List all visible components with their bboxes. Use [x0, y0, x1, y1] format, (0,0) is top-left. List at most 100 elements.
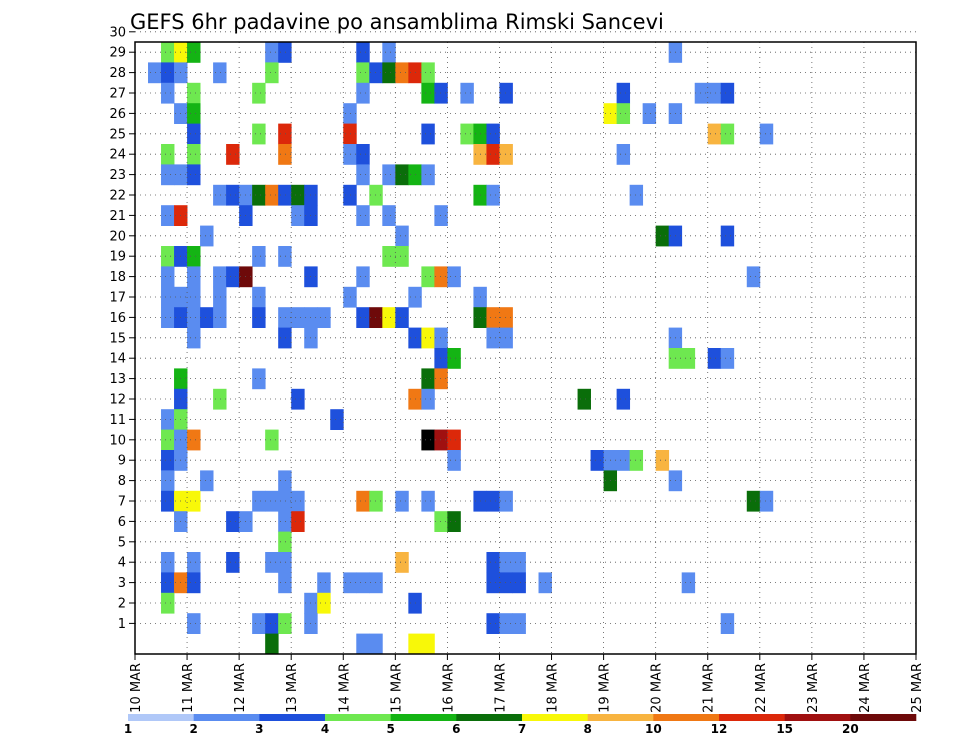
heatmap-cell-201	[278, 490, 292, 512]
y-tick-label-18: 18	[109, 270, 126, 285]
heatmap-cell-236	[369, 572, 383, 594]
x-tick-label-0: 10 MAR	[129, 663, 144, 713]
heatmap-cell-132	[187, 307, 201, 328]
heatmap-cell-186	[590, 450, 604, 471]
heatmap-cell-215	[278, 511, 292, 532]
heatmap-cell-54	[460, 123, 474, 145]
heatmap-cell-31	[187, 82, 201, 104]
heatmap-cell-77	[421, 164, 435, 186]
heatmap-cell-70	[161, 164, 175, 186]
heatmap-cell-224	[278, 552, 292, 573]
heatmap-cell-176	[161, 429, 175, 451]
heatmap-cell-136	[278, 307, 292, 328]
heatmap-cell-257	[369, 633, 383, 655]
heatmap-cell-200	[265, 490, 279, 512]
heatmap-cell-141	[369, 307, 383, 328]
x-tick-label-11: 21 MAR	[702, 663, 717, 713]
heatmap-cell-211	[759, 490, 774, 512]
heatmap-cell-204	[369, 490, 383, 512]
y-tick-label-17: 17	[109, 291, 126, 306]
heatmap-cell-152	[434, 327, 448, 349]
y-tick-label-1: 1	[118, 617, 126, 632]
heatmap-cell-213	[226, 511, 240, 532]
heatmap-cell-173	[161, 409, 175, 430]
heatmap-cell-188	[616, 450, 631, 471]
heatmap-cell-196	[161, 490, 175, 512]
y-tick-label-27: 27	[109, 87, 126, 102]
heatmap-cell-47	[642, 103, 657, 124]
heatmap-cell-30	[161, 82, 175, 104]
heatmap-cell-143	[395, 307, 409, 328]
heatmap-cell-190	[655, 450, 670, 471]
x-tick-label-3: 13 MAR	[285, 663, 300, 713]
y-tick-label-2: 2	[118, 597, 126, 612]
heatmap-cell-134	[213, 307, 227, 328]
heatmap-cell-126	[252, 286, 266, 308]
heatmap-cell-112	[187, 266, 201, 288]
heatmap-cell-231	[187, 572, 201, 594]
heatmap-cell-65	[356, 144, 370, 165]
heatmap-cell-49	[187, 123, 201, 145]
heatmap-cell-107	[252, 246, 266, 267]
heatmap-cell-108	[278, 246, 292, 267]
heatmap-cell-249	[278, 613, 292, 634]
heatmap-cell-41	[720, 82, 735, 104]
y-tick-label-5: 5	[118, 535, 126, 550]
heatmap-cell-84	[291, 184, 305, 206]
heatmap-cell-59	[759, 123, 774, 145]
heatmap-cell-99	[200, 225, 214, 247]
heatmap-cell-239	[512, 572, 526, 594]
heatmap-cell-145	[486, 307, 500, 328]
heatmap-cell-154	[499, 327, 513, 349]
heatmap-cell-221	[187, 552, 201, 573]
heatmap-cell-29	[421, 62, 435, 84]
heatmap-cell-50	[252, 123, 266, 145]
heatmap-cell-37	[499, 82, 513, 104]
heatmap-cell-91	[161, 205, 175, 226]
heatmap-cell-53	[421, 123, 435, 145]
legend-label-1: 2	[189, 722, 197, 736]
heatmap-cell-118	[421, 266, 435, 288]
heatmap-cell-19	[148, 62, 162, 84]
heatmap-cell-40	[707, 82, 722, 104]
legend-label-5: 6	[452, 722, 460, 736]
heatmap-cell-13	[187, 42, 201, 63]
heatmap-cell-206	[421, 490, 435, 512]
heatmap-cell-124	[187, 286, 201, 308]
x-tick-label-8: 18 MAR	[546, 663, 561, 713]
legend-swatch-11	[850, 714, 917, 721]
heatmap-cell-62	[226, 144, 240, 165]
heatmap-cell-16	[356, 42, 370, 63]
x-tick-label-7: 17 MAR	[493, 663, 508, 713]
heatmap-cell-160	[707, 348, 722, 369]
heatmap-cell-63	[278, 144, 292, 165]
y-tick-label-26: 26	[109, 107, 126, 122]
heatmap-cell-223	[265, 552, 279, 573]
y-tick-label-20: 20	[109, 229, 126, 244]
heatmap-cell-226	[486, 552, 500, 573]
y-tick-label-30: 30	[109, 25, 126, 40]
heatmap-cell-87	[369, 184, 383, 206]
heatmap-cell-90	[629, 184, 644, 206]
heatmap-cell-101	[655, 225, 670, 247]
heatmap-cell-11	[161, 42, 175, 63]
chart-title: GEFS 6hr padavine po ansamblima Rimski S…	[130, 10, 664, 34]
heatmap-cell-111	[161, 266, 175, 288]
heatmap-cell-183	[161, 450, 175, 471]
legend-label-0: 1	[124, 722, 132, 736]
heatmap-cell-24	[356, 62, 370, 84]
heatmap-cell-103	[720, 225, 735, 247]
heatmap-cell-38	[616, 82, 631, 104]
heatmap-cell-114	[226, 266, 240, 288]
y-tick-label-14: 14	[109, 352, 126, 367]
heatmap-cell-247	[252, 613, 266, 634]
heatmap-cell-205	[395, 490, 409, 512]
heatmap-cell-242	[161, 592, 175, 614]
heatmap-cell-113	[213, 266, 227, 288]
heatmap-cell-225	[395, 552, 409, 573]
heatmap-cell-17	[382, 42, 396, 63]
heatmap-cell-27	[395, 62, 409, 84]
y-tick-label-12: 12	[109, 393, 126, 408]
y-tick-label-10: 10	[109, 433, 126, 448]
y-tick-label-13: 13	[109, 372, 126, 387]
